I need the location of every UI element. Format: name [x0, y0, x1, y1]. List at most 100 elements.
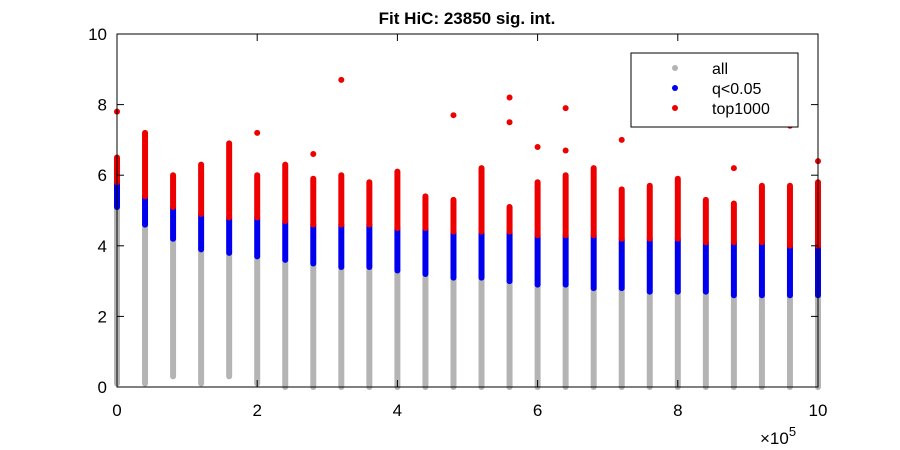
- gray-point-band: [170, 235, 177, 380]
- blue-point-band: [758, 239, 765, 299]
- red-point-band: [758, 182, 765, 246]
- data-column: [702, 196, 709, 390]
- data-column: [534, 143, 541, 390]
- data-column: [674, 175, 681, 390]
- data-column: [478, 165, 485, 390]
- red-point-band: [702, 196, 709, 246]
- x-exponent-base: ×10: [760, 429, 789, 448]
- gray-point-band: [422, 271, 429, 390]
- legend-label: top1000: [712, 101, 770, 118]
- red-outlier-point: [254, 129, 261, 136]
- data-column: [170, 172, 177, 380]
- data-column: [758, 182, 765, 390]
- legend-label: q<0.05: [712, 81, 761, 98]
- data-column: [282, 161, 289, 390]
- gray-point-band: [758, 292, 765, 390]
- red-point-band: [506, 203, 513, 235]
- y-tick-label: 4: [98, 237, 107, 256]
- blue-point-band: [786, 242, 793, 299]
- blue-point-band: [366, 221, 373, 270]
- data-column: [366, 179, 373, 390]
- red-outlier-point: [506, 119, 513, 126]
- data-points: [114, 76, 821, 390]
- red-point-band: [366, 179, 373, 228]
- red-point-band: [674, 175, 681, 242]
- legend-marker: [672, 105, 678, 111]
- red-point-band: [730, 200, 737, 246]
- blue-point-band: [730, 239, 737, 299]
- red-point-band: [338, 172, 345, 228]
- y-axis: 0 2 4 6 8 10: [88, 25, 818, 397]
- gray-point-band: [254, 253, 261, 387]
- data-column: [394, 168, 401, 390]
- blue-point-band: [282, 218, 289, 263]
- data-column: [338, 76, 345, 390]
- gray-point-band: [702, 288, 709, 390]
- data-column: [590, 165, 597, 390]
- blue-point-band: [702, 239, 709, 295]
- data-column: [226, 140, 233, 380]
- data-column: [618, 136, 625, 390]
- gray-point-band: [590, 285, 597, 390]
- gray-point-band: [394, 267, 401, 390]
- gray-point-band: [786, 292, 793, 390]
- gray-point-band: [730, 292, 737, 390]
- red-outlier-point: [618, 136, 625, 143]
- legend-marker: [672, 65, 678, 71]
- blue-point-band: [590, 232, 597, 292]
- red-point-band: [590, 165, 597, 239]
- chart-title: Fit HiC: 23850 sig. int.: [379, 9, 556, 28]
- data-column: [730, 165, 737, 390]
- blue-point-band: [170, 203, 177, 242]
- red-point-band: [254, 172, 261, 221]
- blue-point-band: [422, 225, 429, 278]
- red-point-band: [478, 165, 485, 235]
- data-column: [142, 129, 149, 387]
- data-column: [646, 182, 653, 390]
- blue-point-band: [674, 235, 681, 295]
- blue-point-band: [646, 235, 653, 295]
- gray-point-band: [282, 256, 289, 390]
- gray-point-band: [618, 285, 625, 390]
- x-tick-label: 2: [252, 401, 261, 420]
- legend-label: all: [712, 61, 728, 78]
- blue-point-band: [310, 221, 317, 267]
- x-exponent-label: ×105: [760, 424, 796, 448]
- blue-point-band: [198, 211, 205, 253]
- red-point-band: [198, 161, 205, 218]
- red-point-band: [310, 175, 317, 228]
- red-point-band: [646, 182, 653, 242]
- blue-point-band: [534, 232, 541, 288]
- gray-point-band: [310, 260, 317, 390]
- blue-point-band: [226, 214, 233, 256]
- x-tick-label: 0: [112, 401, 121, 420]
- red-point-band: [282, 161, 289, 225]
- gray-point-band: [674, 288, 681, 390]
- data-column: [506, 94, 513, 390]
- red-outlier-point: [534, 143, 541, 150]
- y-tick-label: 8: [98, 96, 107, 115]
- gray-point-band: [450, 274, 457, 390]
- x-tick-label: 6: [533, 401, 542, 420]
- red-point-band: [394, 168, 401, 232]
- x-exponent-power: 5: [789, 424, 796, 439]
- y-tick-label: 2: [98, 307, 107, 326]
- red-point-band: [618, 186, 625, 242]
- x-axis: 0 2 4 6 8 10: [112, 34, 827, 420]
- blue-point-band: [338, 221, 345, 270]
- gray-point-band: [226, 249, 233, 380]
- blue-point-band: [562, 232, 569, 288]
- x-tick-label: 10: [809, 401, 828, 420]
- gray-point-band: [646, 288, 653, 390]
- red-outlier-point: [506, 94, 513, 101]
- red-outlier-point: [562, 105, 569, 112]
- blue-point-band: [142, 193, 149, 228]
- legend-box: [630, 52, 799, 128]
- gray-point-band: [198, 246, 205, 387]
- gray-point-band: [478, 274, 485, 390]
- red-outlier-point: [730, 165, 737, 172]
- red-point-band: [562, 172, 569, 239]
- y-tick-label: 0: [98, 378, 107, 397]
- gray-point-band: [534, 281, 541, 390]
